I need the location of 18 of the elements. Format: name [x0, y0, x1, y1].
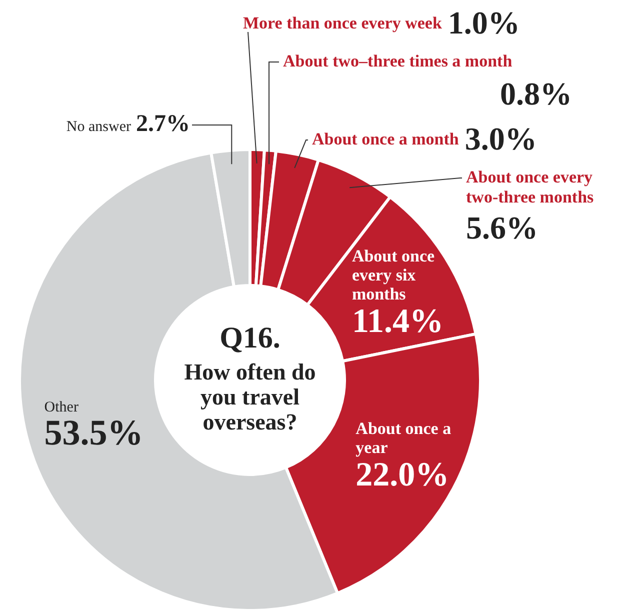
- data-label: 53.5%: [44, 412, 144, 453]
- data-label: 2.7%: [136, 111, 190, 138]
- text: Q16.: [220, 321, 280, 354]
- text: How often do you travel overseas?: [184, 359, 316, 434]
- slice-label: About once every six months: [352, 246, 436, 304]
- slice-label: More than once every week: [243, 13, 442, 32]
- data-label: 1.0%: [448, 4, 520, 40]
- slice-label: About once every two-three months: [466, 167, 594, 206]
- data-label: 11.4%: [352, 303, 444, 340]
- data-label: 5.6%: [466, 209, 538, 246]
- data-label: 3.0%: [464, 120, 537, 156]
- slice-label: Other: [44, 399, 78, 416]
- slice-label: No answer: [66, 118, 131, 135]
- slice-label: About once a month: [312, 129, 460, 148]
- slice-label: About two–three times a month: [283, 51, 513, 70]
- slice-label: About once a year: [356, 418, 452, 457]
- data-label: 22.0%: [356, 456, 450, 494]
- data-label: 0.8%: [500, 75, 572, 112]
